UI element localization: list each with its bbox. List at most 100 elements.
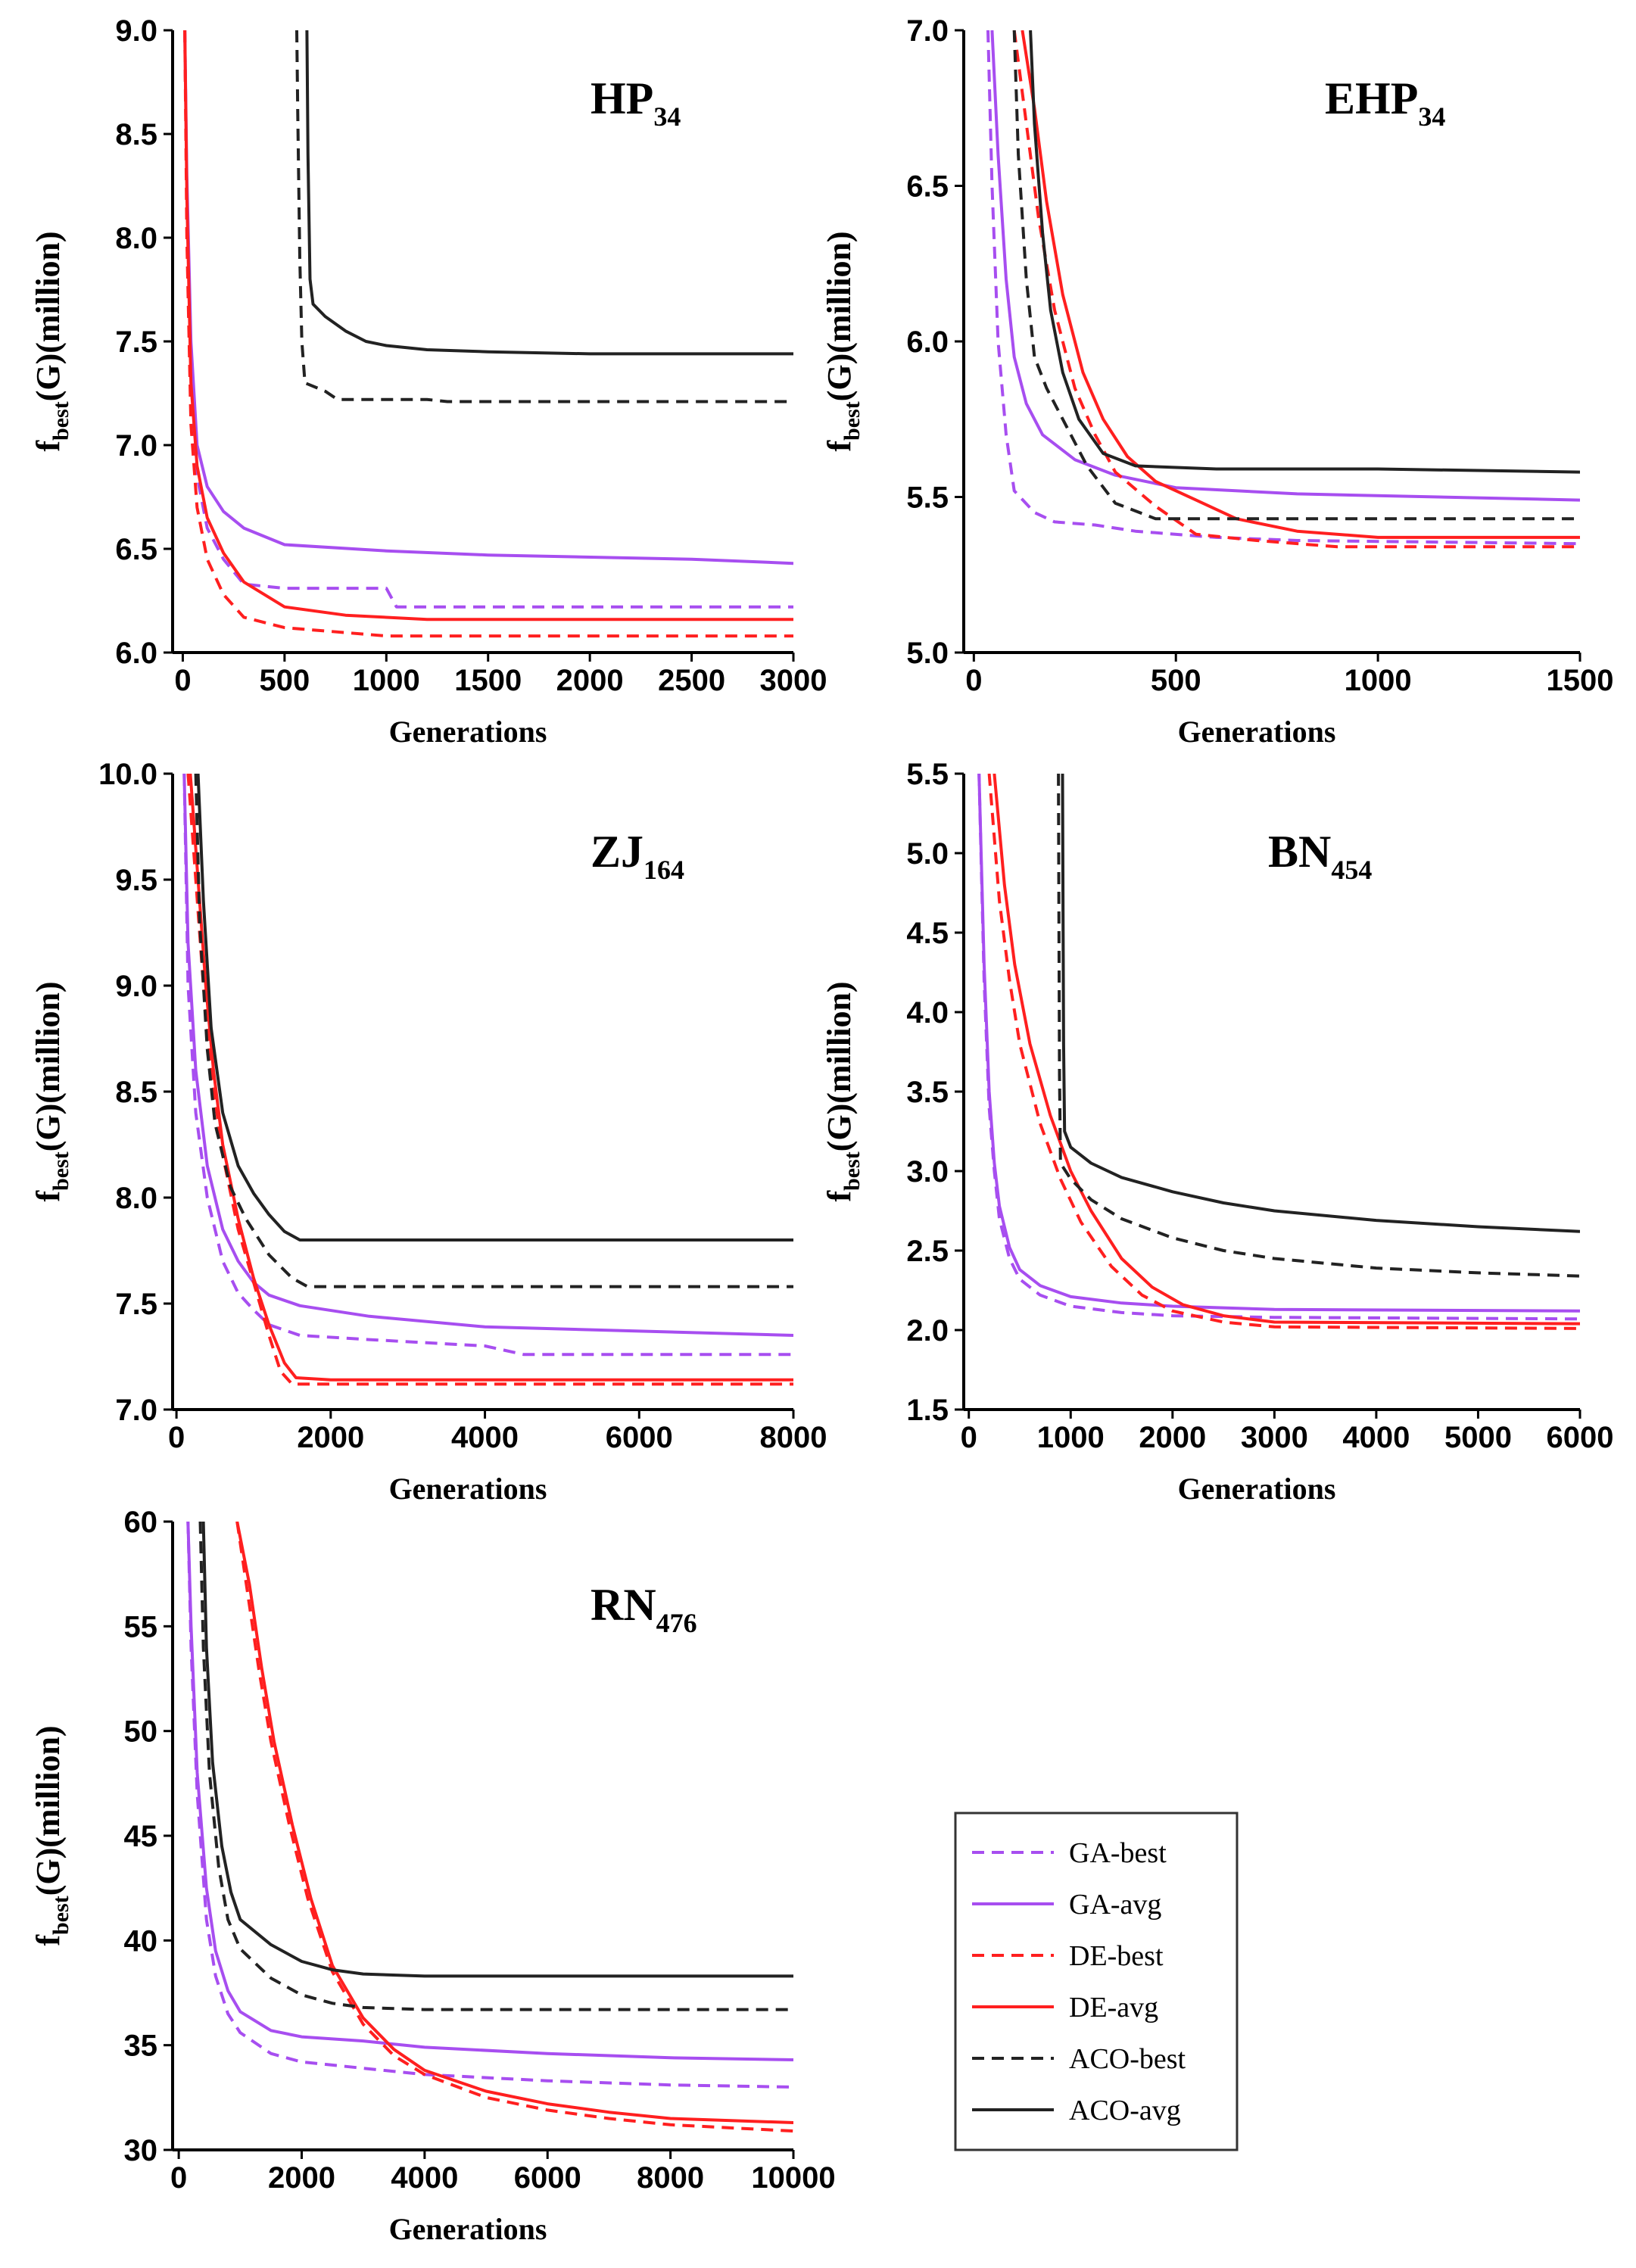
y-tick-label: 3.5 [906,1076,949,1109]
panel-title: HP34 [591,73,681,132]
x-tick-label: 2500 [658,664,725,697]
y-axis-label: fbest(G)(million) [30,1725,73,1946]
series-line-de-avg [1021,30,1580,539]
y-axis-label: fbest(G)(million) [821,231,865,451]
y-tick-label: 2.0 [906,1314,949,1347]
x-tick-label: 1500 [1547,664,1614,697]
x-tick-label: 4000 [1342,1421,1410,1454]
series-line-de-avg [235,1522,793,2124]
y-tick-label: 35 [124,2030,158,2063]
y-tick-label: 60 [124,1506,158,1539]
legend-label: ACO-best [1069,2043,1186,2075]
x-tick-label: 0 [174,664,191,697]
y-tick-label: 8.0 [115,1182,157,1215]
y-tick-label: 55 [124,1610,158,1643]
x-tick-label: 2000 [268,2161,335,2195]
x-axis-label: Generations [1178,1472,1336,1506]
series-line-ga-best [182,774,793,1357]
series-line-ga-avg [182,774,793,1337]
x-tick-label: 0 [168,1421,185,1454]
y-tick-label: 50 [124,1715,158,1749]
series-line-aco-best [194,774,793,1288]
chart-panel-hp34: 0 500 1000 1500 2000 2500 3000 6.0 6.5 7.0 7.5 8.0 8… [30,14,827,749]
y-tick-label: 7.5 [115,326,157,359]
series-line-ga-avg [183,30,793,565]
legend-label: DE-avg [1069,1992,1158,2023]
x-tick-label: 2000 [556,664,624,697]
series-line-aco-avg [201,1522,793,1978]
chart-panel-ehp34: 0 500 1000 1500 5.0 5.5 6.0 6.5 7.0 Generations fb… [821,14,1613,749]
series-line-de-best [186,774,793,1386]
y-tick-label: 45 [124,1820,158,1853]
series-line-de-best [183,30,793,638]
series-line-aco-best [1012,30,1580,521]
y-tick-label: 5.0 [906,637,949,670]
y-tick-label: 1.5 [906,1394,949,1427]
series-group [977,774,1580,1330]
y-tick-label: 10.0 [98,758,157,791]
y-tick-label: 8.0 [115,222,157,255]
series-line-ga-best [977,774,1580,1321]
series-line-ga-avg [977,774,1580,1313]
series-line-ga-best [183,30,793,609]
series-group [183,30,793,638]
chart-panel-rn476: 0 2000 4000 6000 8000 10000 30 35 40 45 50 55 60 Gene… [30,1506,836,2246]
x-tick-label: 0 [965,664,982,697]
x-axis-label: Generations [389,1472,547,1506]
x-tick-label: 6000 [1547,1421,1614,1454]
y-axis-label: fbest(G)(million) [821,981,865,1201]
y-tick-label: 3.0 [906,1155,949,1189]
series-line-de-avg [189,774,793,1382]
y-tick-label: 7.5 [115,1288,157,1321]
x-tick-label: 2000 [1139,1421,1206,1454]
y-tick-label: 6.0 [115,637,157,670]
y-tick-label: 5.5 [906,758,949,791]
y-tick-label: 6.5 [906,170,949,204]
panel-title: ZJ164 [591,827,684,885]
x-tick-label: 8000 [637,2161,704,2195]
x-tick-label: 1000 [353,664,420,697]
x-tick-label: 500 [1151,664,1201,697]
y-tick-label: 4.5 [906,917,949,950]
y-axis-label: fbest(G)(million) [30,981,73,1201]
series-group [986,30,1580,549]
x-tick-label: 4000 [451,1421,519,1454]
y-tick-label: 4.0 [906,996,949,1030]
x-tick-label: 3000 [760,664,827,697]
legend-label: ACO-avg [1069,2095,1181,2126]
panel-title: BN454 [1268,827,1372,885]
series-line-aco-best [1057,774,1580,1278]
series-line-aco-best [295,30,793,403]
series-line-aco-avg [1029,30,1580,474]
legend-label: DE-best [1069,1940,1164,1972]
y-tick-label: 9.0 [115,970,157,1003]
series-line-aco-avg [305,30,793,356]
series-line-de-best [987,774,1580,1330]
x-tick-label: 1000 [1037,1421,1105,1454]
legend-box [954,1812,1239,2151]
y-tick-label: 40 [124,1924,158,1958]
y-tick-label: 7.0 [115,429,157,463]
series-line-aco-avg [1061,774,1580,1233]
x-tick-label: 4000 [391,2161,458,2195]
legend: GA-best GA-avg DE-best DE-avg ACO-best ACO-av… [954,1812,1239,2151]
series-line-de-best [235,1522,793,2133]
y-tick-label: 7.0 [115,1394,157,1427]
x-axis-label: Generations [1178,715,1336,749]
x-tick-label: 0 [961,1421,977,1454]
y-tick-label: 7.0 [906,14,949,48]
y-tick-label: 30 [124,2134,158,2167]
y-tick-label: 6.0 [906,326,949,359]
chart-panel-bn454: 0 1000 2000 3000 4000 5000 6000 1.5 2.0 2.5 3.0 3.5… [821,758,1613,1506]
series-group [182,774,793,1386]
series-line-ga-avg [186,1522,793,2061]
y-tick-label: 8.5 [115,1076,157,1109]
legend-label: GA-avg [1069,1889,1161,1921]
series-line-aco-best [198,1522,793,2011]
x-tick-label: 10000 [751,2161,835,2195]
x-tick-label: 2000 [297,1421,364,1454]
series-group [186,1522,793,2133]
series-line-ga-avg [990,30,1580,502]
y-tick-label: 8.5 [115,118,157,151]
panel-title: RN476 [591,1580,697,1638]
